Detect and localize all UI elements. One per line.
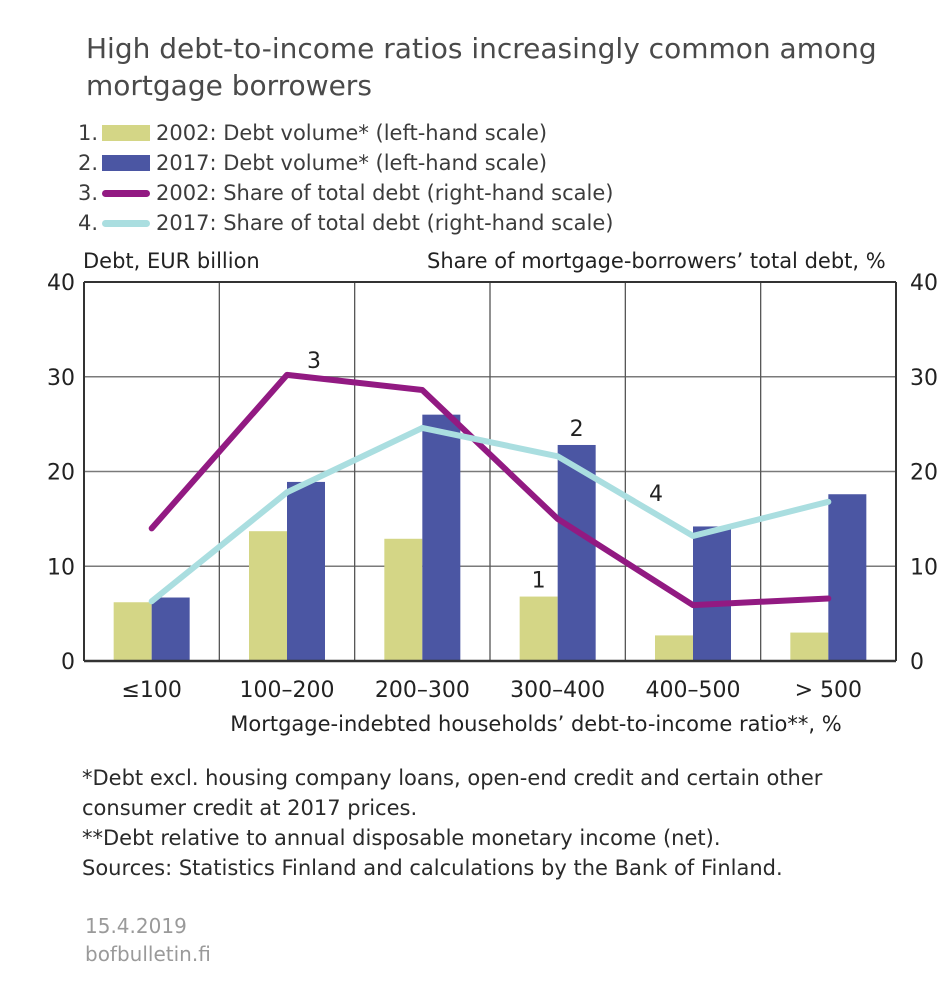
series-marker-label: 2 (570, 417, 584, 442)
bar-2002 (790, 632, 829, 661)
x-axis-title: Mortgage-indebted households’ debt-to-in… (230, 712, 841, 736)
legend-item-1: 1. 2002: Debt volume* (left-hand scale) (78, 118, 613, 148)
bar-2017 (557, 444, 596, 661)
chart-title: High debt-to-income ratios increasingly … (86, 30, 877, 104)
grid (84, 282, 896, 661)
series-marker-label: 1 (532, 569, 546, 594)
bar-2002 (113, 602, 152, 661)
legend-swatch-2002-bar (102, 125, 150, 141)
chart-title-line-2: mortgage borrowers (86, 69, 372, 102)
legend: 1. 2002: Debt volume* (left-hand scale) … (78, 118, 613, 238)
legend-number: 1. (78, 121, 99, 145)
bar-2002 (249, 531, 287, 661)
bar-2002 (655, 635, 693, 661)
bar-2017 (693, 526, 731, 661)
series-marker-label: 3 (307, 349, 321, 374)
legend-item-3: 3. 2002: Share of total debt (right-hand… (78, 178, 613, 208)
footnotes: *Debt excl. housing company loans, open-… (82, 763, 822, 883)
legend-item-4: 4. 2017: Share of total debt (right-hand… (78, 208, 613, 238)
publish-date: 15.4.2019 (85, 914, 187, 938)
legend-number: 4. (78, 211, 99, 235)
legend-label: 2017: Debt volume* (left-hand scale) (156, 151, 548, 175)
legend-swatch-2002-line (102, 189, 150, 197)
y-tick-label-left: 10 (47, 555, 75, 580)
chart-plot: 0 0 10 10 20 20 30 30 40 40 ≤100 100–200 200–300 300–… (47, 271, 938, 736)
legend-label: 2002: Debt volume* (left-hand scale) (156, 121, 548, 145)
lines (148, 371, 832, 609)
site-link[interactable]: bofbulletin.fi (85, 942, 211, 966)
tick-labels: 0 0 10 10 20 20 30 30 40 40 ≤100 100–200 200–300 300–… (47, 271, 938, 703)
bar-2017 (422, 414, 461, 661)
y-tick-label-right: 40 (910, 271, 938, 296)
series-markers: 1 2 3 4 (307, 349, 663, 594)
footer: 15.4.2019 bofbulletin.fi (85, 912, 211, 968)
bar-2002 (384, 538, 423, 661)
line-2002 (148, 371, 832, 609)
plot-frame (83, 281, 897, 663)
legend-swatch-2017-line (102, 219, 150, 227)
x-tick-label: > 500 (795, 678, 862, 703)
bars (113, 414, 867, 661)
series-marker-label: 4 (649, 482, 663, 507)
y-tick-label-right: 0 (910, 650, 924, 675)
right-axis-title: Share of mortgage-borrowers’ total debt,… (427, 249, 886, 273)
y-tick-label-left: 0 (61, 650, 75, 675)
line-2017 (148, 424, 832, 605)
x-tick-label: 100–200 (240, 678, 335, 703)
legend-label: 2002: Share of total debt (right-hand sc… (156, 181, 614, 205)
legend-item-2: 2. 2017: Debt volume* (left-hand scale) (78, 148, 613, 178)
sources-line: Sources: Statistics Finland and calculat… (82, 856, 783, 880)
y-tick-label-left: 20 (47, 461, 75, 486)
left-axis-title: Debt, EUR billion (83, 249, 260, 273)
y-tick-label-right: 10 (910, 555, 938, 580)
bar-2017 (828, 494, 867, 661)
footnote-line: consumer credit at 2017 prices. (82, 796, 418, 820)
x-tick-label: ≤100 (121, 678, 181, 703)
bar-2002 (519, 596, 558, 661)
bar-2017 (151, 597, 190, 661)
chart-title-line-1: High debt-to-income ratios increasingly … (86, 32, 877, 65)
legend-number: 3. (78, 181, 99, 205)
y-tick-label-left: 40 (47, 271, 75, 296)
legend-number: 2. (78, 151, 99, 175)
x-tick-label: 200–300 (375, 678, 470, 703)
y-tick-label-right: 30 (910, 366, 938, 391)
legend-swatch-2017-bar (102, 155, 150, 171)
footnote-line: **Debt relative to annual disposable mon… (82, 826, 721, 850)
bar-2017 (287, 481, 325, 661)
footnote-line: *Debt excl. housing company loans, open-… (82, 766, 823, 790)
y-tick-label-left: 30 (47, 366, 75, 391)
y-tick-label-right: 20 (910, 461, 938, 486)
legend-label: 2017: Share of total debt (right-hand sc… (156, 211, 614, 235)
x-tick-label: 400–500 (646, 678, 741, 703)
x-tick-label: 300–400 (510, 678, 605, 703)
